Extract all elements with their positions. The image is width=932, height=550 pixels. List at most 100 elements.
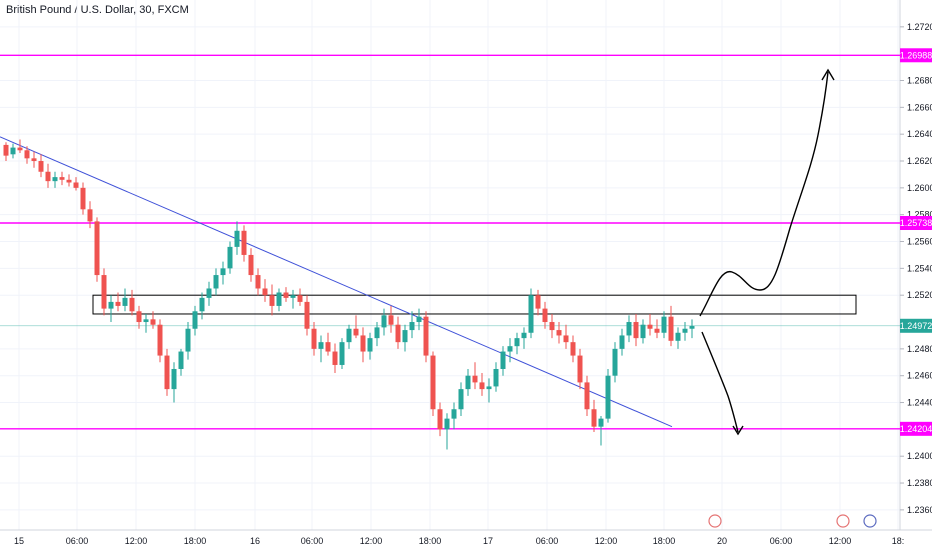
candle-body: [549, 322, 555, 331]
candle-body: [59, 177, 65, 180]
price-tick-label: 1.25400: [907, 263, 932, 273]
candle-body: [325, 342, 331, 352]
candle-body: [514, 338, 520, 347]
candle-body: [360, 335, 366, 352]
candle-body: [591, 409, 597, 427]
candle-body: [143, 319, 149, 323]
event-icons[interactable]: [708, 514, 877, 528]
candle-body: [290, 295, 296, 298]
candle-body: [388, 315, 394, 325]
candle-body: [479, 382, 485, 390]
price-tick-label: 1.23800: [907, 478, 932, 488]
projection-arrow-down[interactable]: [701, 331, 739, 433]
price-tick-label: 1.26800: [907, 76, 932, 86]
candle-body: [353, 328, 359, 336]
candle-body: [178, 351, 184, 369]
time-axis-ticks: 15 06:00 12:00 18:00 16 06:00 12:00 18:00 17 06:0…: [14, 536, 904, 546]
time-tick-label: 20: [717, 536, 727, 546]
candle-body: [136, 311, 142, 323]
candle-body: [24, 150, 30, 159]
trend-line[interactable]: [0, 136, 673, 428]
candle-body: [528, 295, 534, 333]
candle-body: [276, 292, 282, 306]
candle-body: [346, 328, 352, 343]
price-level-badge: [900, 421, 932, 436]
candle-body: [73, 182, 79, 188]
candle-body: [255, 275, 261, 289]
price-level-badge: [900, 318, 932, 333]
candle-body: [297, 295, 303, 302]
candle-body: [213, 275, 219, 289]
candle-body: [318, 342, 324, 349]
price-level-badges: 1.26988 1.25738 1.24972 1.24204: [900, 48, 932, 436]
candle-body: [563, 335, 569, 343]
grid: [0, 0, 900, 530]
candle-body: [598, 418, 604, 427]
projection-arrow-down-head: [732, 425, 744, 436]
candle-body: [647, 324, 653, 329]
price-axis-ticks: 1.27200 1.26800 1.26600 1.26400 1.26200 1.260…: [900, 22, 932, 515]
time-tick-label: 16: [250, 536, 260, 546]
candle-body: [80, 187, 86, 210]
candle-body: [339, 342, 345, 365]
candle-body: [227, 246, 233, 269]
candle-body: [283, 292, 289, 298]
candle-body: [150, 319, 156, 325]
price-tick-label: 1.23600: [907, 505, 932, 515]
candle-body: [269, 295, 275, 306]
time-tick-label: 12:00: [360, 536, 383, 546]
projection-arrow-up-head: [821, 68, 835, 81]
chart-title: British Pound / U.S. Dollar, 30, FXCM: [6, 4, 189, 16]
event-flag-icon[interactable]: [863, 514, 877, 528]
candle-body: [675, 332, 681, 341]
price-tick-label: 1.24600: [907, 371, 932, 381]
price-tick-label: 1.25200: [907, 290, 932, 300]
candle-body: [332, 351, 338, 365]
candle-body: [556, 330, 562, 336]
candle-body: [605, 375, 611, 419]
candle-body: [38, 161, 44, 172]
candle-body: [108, 301, 114, 309]
candle-body: [17, 147, 23, 151]
candle-body: [3, 144, 9, 156]
candle-body: [45, 171, 51, 182]
candle-body: [171, 368, 177, 390]
candles: [3, 139, 695, 450]
candle-body: [94, 221, 100, 276]
candle-body: [262, 288, 268, 296]
candle-body: [409, 322, 415, 331]
time-tick-label: 18:00: [419, 536, 442, 546]
candle-body: [633, 322, 639, 339]
candle-body: [199, 297, 205, 312]
candle-body: [381, 315, 387, 328]
candle-body: [374, 327, 380, 339]
price-level-badge-label: 1.24204: [900, 424, 932, 434]
price-level-badge: [900, 216, 932, 231]
candle-body: [402, 330, 408, 343]
price-tick-label: 1.24400: [907, 398, 932, 408]
candle-body: [416, 316, 422, 323]
candle-body: [500, 351, 506, 369]
price-tick-label: 1.24800: [907, 344, 932, 354]
candle-body: [311, 328, 317, 349]
candle-body: [185, 328, 191, 352]
candle-body: [220, 268, 226, 276]
price-tick-label: 1.27200: [907, 22, 932, 32]
candle-body: [241, 230, 247, 255]
price-tick-label: 1.24000: [907, 451, 932, 461]
candle-body: [535, 295, 541, 309]
candle-body: [101, 275, 107, 309]
event-flag-icon[interactable]: [708, 514, 722, 528]
candle-body: [493, 368, 499, 387]
resistance-box[interactable]: [92, 294, 857, 315]
time-tick-label: 18:00: [653, 536, 676, 546]
projection-arrow-up[interactable]: [699, 71, 829, 317]
horizontal-levels: [0, 54, 900, 430]
time-tick-label: 12:00: [125, 536, 148, 546]
event-flag-icon[interactable]: [836, 514, 850, 528]
candle-body: [451, 409, 457, 419]
candle-body: [10, 147, 16, 155]
candle-body: [640, 324, 646, 339]
